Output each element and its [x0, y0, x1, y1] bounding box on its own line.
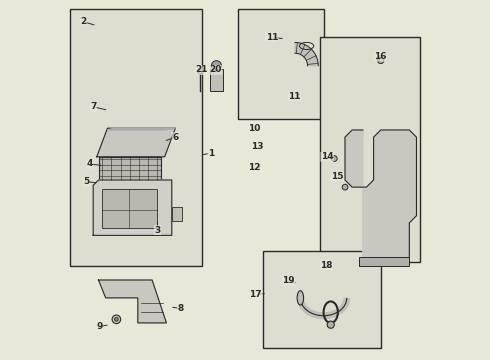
Text: 11: 11 [288, 91, 300, 100]
Circle shape [342, 184, 348, 190]
Polygon shape [93, 180, 172, 235]
Bar [238, 9, 323, 119]
Text: 6: 6 [172, 132, 178, 141]
Text: 13: 13 [251, 141, 264, 150]
Polygon shape [345, 130, 416, 258]
Bar [102, 189, 157, 228]
Text: 4: 4 [86, 159, 93, 168]
Text: 18: 18 [320, 261, 333, 270]
Text: 7: 7 [90, 102, 97, 111]
Polygon shape [107, 128, 175, 130]
Bar [320, 37, 420, 262]
Text: 10: 10 [248, 124, 260, 133]
Circle shape [197, 68, 203, 74]
Text: 21: 21 [195, 66, 208, 75]
Bar [210, 69, 223, 91]
Text: 1: 1 [208, 149, 214, 158]
Text: 9: 9 [96, 322, 102, 331]
Polygon shape [97, 128, 175, 157]
Bar [172, 207, 182, 221]
Text: 15: 15 [331, 172, 343, 181]
Polygon shape [98, 280, 167, 323]
Circle shape [115, 318, 118, 321]
Text: 17: 17 [249, 290, 262, 299]
Ellipse shape [297, 291, 304, 305]
Text: 11: 11 [266, 33, 278, 42]
Polygon shape [295, 42, 318, 66]
Circle shape [211, 61, 221, 71]
Bar [263, 251, 381, 348]
Text: 2: 2 [80, 17, 87, 26]
Circle shape [327, 321, 334, 328]
Text: 16: 16 [374, 52, 386, 61]
Bar [98, 157, 161, 180]
Bar [70, 9, 202, 266]
Text: 3: 3 [154, 225, 161, 234]
Text: 12: 12 [247, 163, 260, 172]
Text: 8: 8 [177, 304, 184, 313]
Text: 14: 14 [321, 152, 334, 161]
Text: 5: 5 [83, 177, 89, 186]
Text: 20: 20 [210, 66, 222, 75]
Bar [359, 257, 409, 266]
Circle shape [112, 315, 121, 324]
Circle shape [331, 156, 337, 161]
Circle shape [377, 57, 384, 64]
Text: 19: 19 [282, 276, 295, 285]
